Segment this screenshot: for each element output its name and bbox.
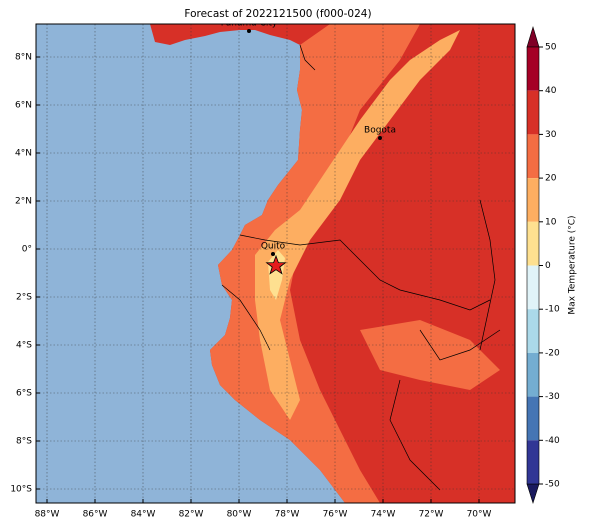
colorbar-band	[527, 134, 539, 179]
colorbar-tick-label: -20	[545, 348, 560, 358]
x-tick-label: 84°W	[131, 510, 156, 520]
city-dot	[271, 252, 275, 256]
land-warm	[210, 24, 420, 503]
x-tick-label: 86°W	[83, 510, 108, 520]
x-tick-label: 82°W	[179, 510, 204, 520]
colorbar-band	[527, 221, 539, 266]
colorbar-band	[527, 178, 539, 222]
colorbar-tick-label: 50	[545, 43, 557, 53]
title: Forecast of 2022121500 (f000-024)	[184, 8, 371, 20]
map-frame	[35, 23, 516, 504]
city-label: Panama City	[221, 19, 278, 29]
y-tick-label: 6°S	[16, 389, 32, 399]
y-tick-label: 8°S	[16, 437, 32, 447]
star-marker	[265, 254, 287, 275]
colorbar-band	[527, 47, 539, 91]
colorbar-band	[527, 352, 539, 397]
colorbar-band	[527, 265, 539, 310]
x-tick-label: 74°W	[371, 510, 396, 520]
borders	[221, 44, 501, 491]
colorbar-tick-label: 30	[545, 130, 557, 140]
colorbar-band	[527, 309, 539, 353]
y-tick-label: 0°	[22, 245, 32, 255]
y-tick-label: 2°N	[15, 197, 32, 207]
colorbar: 50 40 30 20 10 0 -10 -20 -30 -40 -50	[526, 25, 560, 504]
land-mild	[255, 30, 460, 420]
colorbar-band	[527, 396, 539, 441]
y-tick-label: 10°S	[10, 485, 32, 495]
x-tick-label: 80°W	[227, 510, 252, 520]
city-label: Quito	[261, 242, 286, 252]
colorbar-label: Max Temperature (°C)	[568, 215, 578, 314]
x-tick-label: 76°W	[323, 510, 348, 520]
x-tick-label: 88°W	[35, 510, 60, 520]
cities: Panama City Bogota Quito	[221, 19, 396, 256]
colorbar-band	[527, 90, 539, 135]
colorbar-band	[527, 440, 539, 484]
colorbar-extend-bottom	[526, 483, 540, 504]
city-dot	[378, 136, 382, 140]
x-tick-label: 70°W	[467, 510, 492, 520]
y-tick-label: 8°N	[15, 53, 32, 63]
map-area: Panama City Bogota Quito	[36, 19, 515, 503]
y-tick-label: 2°S	[16, 293, 32, 303]
colorbar-tick-label: 20	[545, 174, 557, 184]
colorbar-tick-label: -30	[545, 392, 560, 402]
y-tick-label: 4°S	[16, 341, 32, 351]
land-warm-2	[360, 320, 500, 390]
y-tick-label: 4°N	[15, 149, 32, 159]
x-tick-label: 78°W	[275, 510, 300, 520]
colorbar-extend-top	[526, 25, 540, 48]
city-dot	[247, 29, 251, 33]
colorbar-tick-label: -50	[545, 480, 560, 490]
x-tick-label: 72°W	[419, 510, 444, 520]
colorbar-tick-label: 40	[545, 86, 557, 96]
graticule	[36, 24, 515, 503]
city-label: Bogota	[364, 126, 396, 136]
colorbar-tick-label: -10	[545, 305, 560, 315]
colorbar-tick-label: 10	[545, 217, 557, 227]
colorbar-tick-label: 0	[545, 261, 551, 271]
y-tick-label: 6°N	[15, 101, 32, 111]
colorbar-tick-label: -40	[545, 436, 560, 446]
